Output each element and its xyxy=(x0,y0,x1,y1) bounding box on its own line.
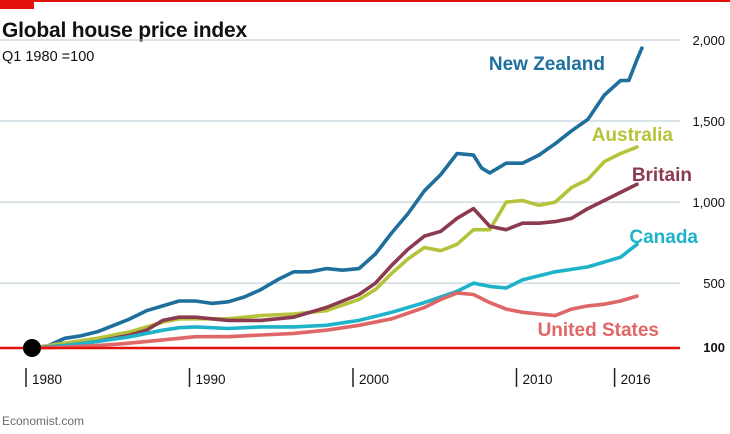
series-label: Australia xyxy=(592,125,674,146)
y-tick-label: 2,000 xyxy=(692,33,725,48)
y-tick-label: 100 xyxy=(703,340,725,355)
brand-red-tag xyxy=(0,0,34,9)
y-tick-label: 1,000 xyxy=(692,195,725,210)
source-credit: Economist.com xyxy=(2,414,85,428)
gridlines xyxy=(0,39,680,284)
chart-subtitle: Q1 1980 =100 xyxy=(2,49,95,65)
x-tick-label: 1980 xyxy=(32,372,62,387)
chart-title: Global house price index xyxy=(2,19,247,42)
series-line xyxy=(30,46,644,350)
series-line xyxy=(30,145,639,350)
top-brand-rule xyxy=(0,0,730,2)
series-labels: New Zealand Australia Britain Canada United … xyxy=(489,54,699,341)
x-tick-label: 2010 xyxy=(523,372,553,387)
x-tick-label: 1990 xyxy=(196,372,226,387)
series-line xyxy=(30,291,639,350)
series-line xyxy=(30,242,639,350)
x-tick-label: 2016 xyxy=(621,372,651,387)
y-tick-label: 1,500 xyxy=(692,114,725,129)
axes: 100 500 1,000 1,500 2,000 1980 1990 2000 2010 201… xyxy=(0,33,725,387)
series-label: Canada xyxy=(629,227,698,248)
base-point-marker xyxy=(23,339,41,357)
y-tick-label: 500 xyxy=(703,276,725,291)
series-label: Britain xyxy=(632,165,692,186)
x-tick-label: 2000 xyxy=(359,372,389,387)
series-label: New Zealand xyxy=(489,54,605,75)
series-lines xyxy=(30,46,644,350)
series-label: United States xyxy=(538,320,659,341)
series-line xyxy=(30,182,639,350)
